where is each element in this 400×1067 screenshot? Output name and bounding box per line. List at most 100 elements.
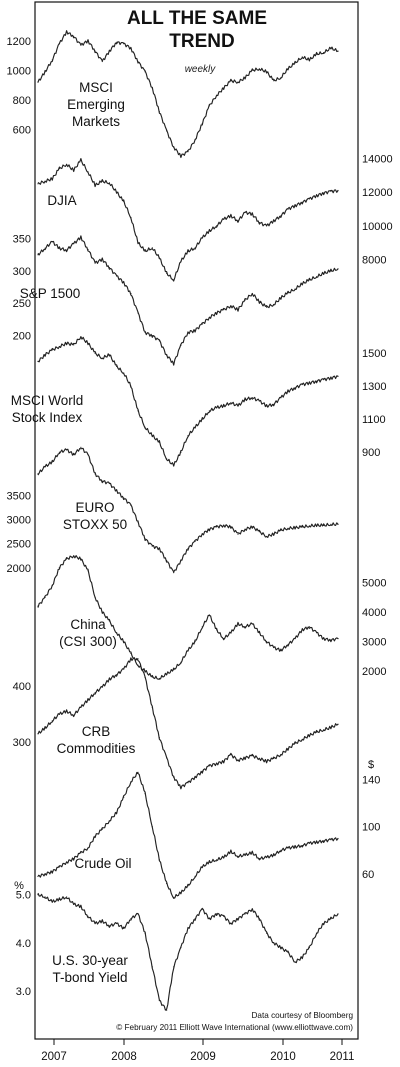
series-line-3 <box>37 235 339 366</box>
data-point <box>44 466 46 468</box>
data-point <box>187 151 189 153</box>
data-point <box>330 918 332 920</box>
data-point <box>273 942 275 944</box>
axis-tick-label: 350 <box>13 234 31 246</box>
data-point <box>301 526 303 528</box>
data-point <box>237 855 239 857</box>
data-point <box>51 59 53 61</box>
data-point <box>337 913 339 915</box>
data-point <box>116 490 118 492</box>
x-axis: 2007 2008 2009 2010 2011 <box>41 1039 354 1063</box>
series-line-1 <box>37 30 339 159</box>
data-point <box>180 661 182 663</box>
data-point <box>166 882 168 885</box>
data-point <box>294 742 296 744</box>
data-point <box>108 678 110 680</box>
data-point <box>294 62 296 64</box>
data-point <box>301 383 303 386</box>
data-point <box>80 236 82 238</box>
data-point <box>80 336 82 338</box>
data-point <box>208 105 210 107</box>
data-point <box>301 738 303 741</box>
series-layer: MSCI Emerging Markets 600 800 1000 1200 DJIA 800… <box>7 30 393 1011</box>
data-point <box>108 354 110 356</box>
x-tick-label: 2008 <box>111 1051 137 1063</box>
data-point <box>187 927 189 929</box>
data-point <box>201 908 203 910</box>
series-label-line: EURO <box>75 500 114 515</box>
data-point <box>216 225 218 227</box>
data-point <box>316 632 318 634</box>
data-point <box>58 247 61 249</box>
data-point <box>94 50 96 52</box>
data-point <box>273 403 275 405</box>
x-tick-label: 2010 <box>270 1051 296 1063</box>
axis-tick-label: 2000 <box>7 563 31 575</box>
data-point <box>166 757 168 759</box>
data-point <box>80 906 82 908</box>
data-point <box>187 885 189 887</box>
axis-tick-label: 3000 <box>362 637 386 649</box>
data-point <box>137 60 139 63</box>
data-point <box>173 897 175 899</box>
data-point <box>287 68 289 70</box>
data-point <box>230 80 232 82</box>
data-point <box>251 69 253 71</box>
data-point <box>101 828 103 830</box>
data-point <box>180 560 182 562</box>
data-point <box>137 664 139 666</box>
data-point <box>66 31 68 33</box>
data-point <box>201 122 203 125</box>
series-label-line: MSCI World <box>11 393 84 408</box>
data-point <box>130 781 132 783</box>
data-point <box>308 525 310 527</box>
data-point <box>244 626 246 628</box>
data-point <box>166 560 168 562</box>
data-point <box>116 674 118 676</box>
data-point <box>73 243 75 245</box>
data-point <box>94 922 96 925</box>
data-point <box>73 903 75 905</box>
series-line-4 <box>37 336 339 467</box>
data-point <box>180 786 182 788</box>
data-point <box>258 531 260 533</box>
data-point <box>116 365 118 367</box>
data-point <box>194 247 196 249</box>
data-point <box>51 461 53 463</box>
data-point <box>223 309 225 311</box>
data-point <box>316 380 318 382</box>
data-point <box>180 451 182 453</box>
data-point <box>108 182 110 184</box>
data-point <box>301 56 303 58</box>
data-point <box>166 1009 168 1011</box>
data-point <box>158 547 160 550</box>
data-point <box>73 714 75 716</box>
data-point <box>280 215 282 217</box>
data-point <box>280 397 282 399</box>
data-point <box>158 257 160 259</box>
data-point <box>101 686 103 688</box>
credit-copyright: © February 2011 Elliott Wave Internation… <box>116 1023 353 1032</box>
data-point <box>230 215 232 217</box>
data-point <box>158 859 160 861</box>
data-point <box>116 41 118 43</box>
data-point <box>58 898 61 901</box>
data-point <box>323 638 325 640</box>
x-tick-label: 2009 <box>190 1051 216 1063</box>
data-point <box>287 208 289 210</box>
data-point <box>316 731 318 733</box>
data-point <box>51 720 53 722</box>
series-label-line: S&P 1500 <box>20 286 81 301</box>
data-point <box>80 159 82 161</box>
data-point <box>266 856 268 859</box>
data-point <box>173 966 175 968</box>
data-point <box>108 267 110 269</box>
data-point <box>130 504 132 506</box>
data-point <box>123 200 125 203</box>
data-point <box>158 441 160 443</box>
data-point <box>87 454 89 456</box>
data-point <box>230 402 232 404</box>
axis-tick-label: 1000 <box>7 65 31 77</box>
data-point <box>316 932 318 934</box>
data-point <box>180 260 182 262</box>
